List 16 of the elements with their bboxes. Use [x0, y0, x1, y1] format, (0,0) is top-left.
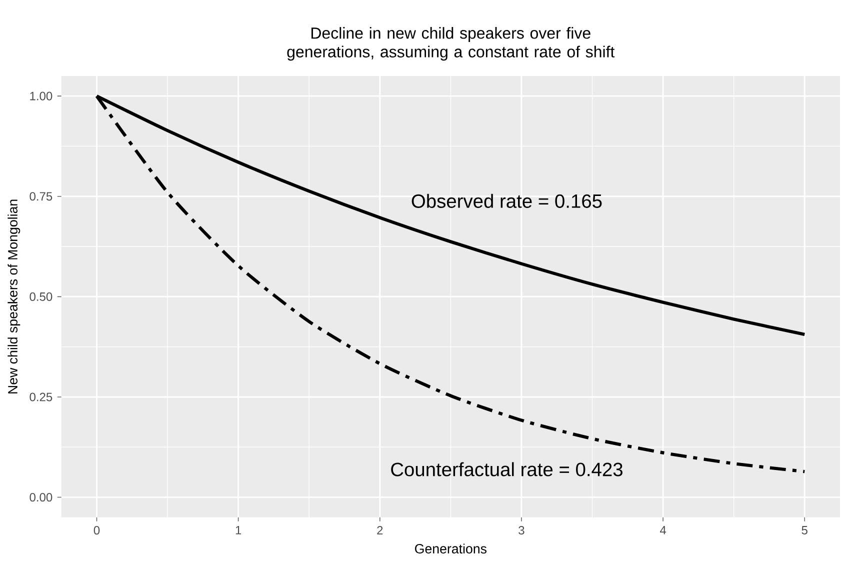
x-tick-label: 2 — [377, 526, 383, 534]
x-tick-label: 1 — [236, 526, 242, 534]
annotation: Observed rate = 0.165 — [412, 194, 602, 208]
y-axis-title: New child speakers of Mongolian — [8, 200, 20, 394]
chart-title: Decline in new child speakers over five generations, assuming a constant rate of shift — [287, 27, 615, 61]
x-tick-label: 0 — [94, 526, 100, 535]
y-tick-label: 0.75 — [30, 192, 52, 201]
y-tick-label: 0.25 — [30, 392, 52, 402]
y-tick-label: 0.00 — [30, 493, 52, 502]
x-tick-label: 4 — [660, 526, 666, 534]
annotation: Counterfactual rate = 0.423 — [391, 462, 622, 476]
x-tick-label: 5 — [802, 526, 808, 534]
y-tick-label: 1.00 — [30, 92, 52, 100]
x-tick-label: 3 — [518, 526, 524, 535]
y-tick-label: 0.50 — [30, 292, 52, 301]
x-axis-title: Generations — [415, 544, 486, 554]
